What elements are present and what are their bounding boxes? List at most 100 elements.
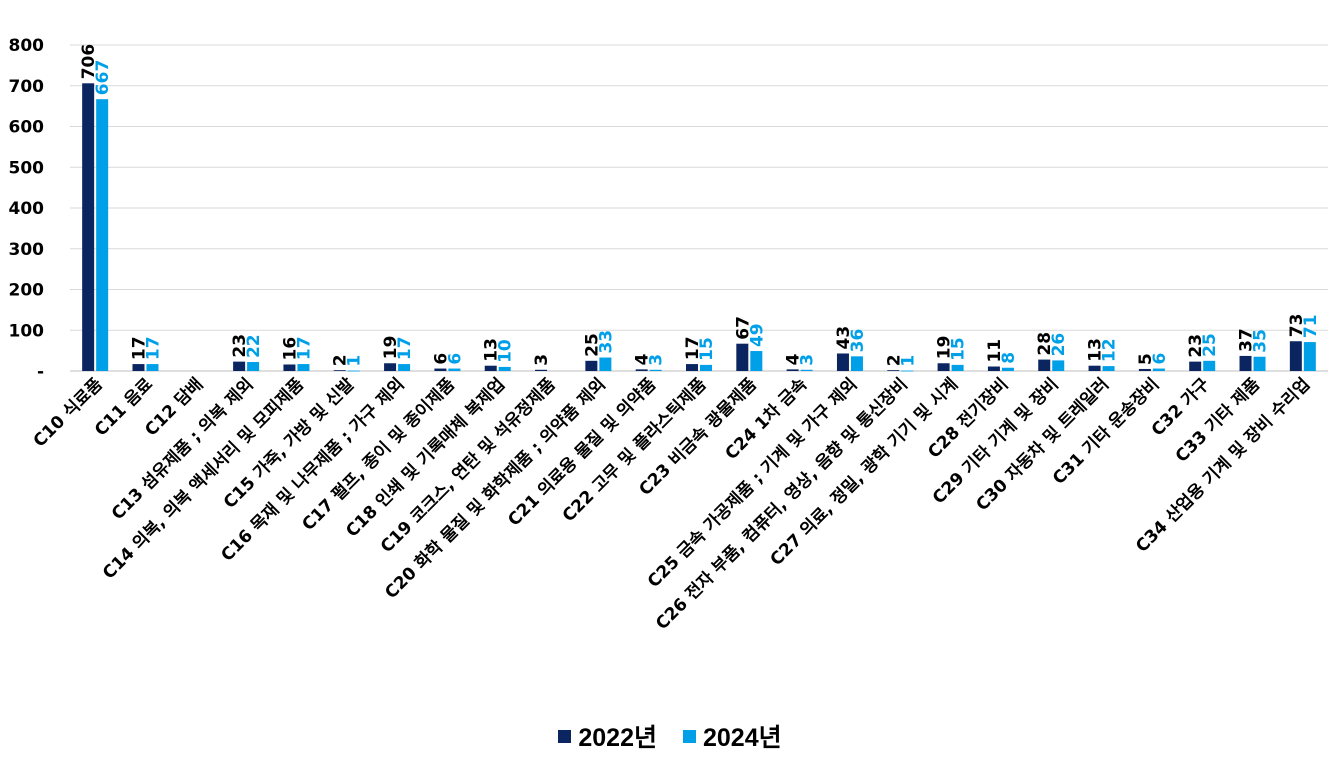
bar-2022년 xyxy=(535,369,548,371)
data-label: 19 xyxy=(935,336,955,360)
data-label: 23 xyxy=(230,334,250,358)
bar-2022년 xyxy=(484,365,497,371)
data-label: 36 xyxy=(848,329,868,353)
y-tick-label: 100 xyxy=(9,321,45,341)
data-label: 4 xyxy=(784,353,804,365)
data-label: 3 xyxy=(798,354,818,366)
data-label: 667 xyxy=(93,60,113,96)
data-label: 17 xyxy=(143,336,163,360)
data-label: 4 xyxy=(633,353,653,365)
y-tick-label: 400 xyxy=(9,199,45,219)
y-tick-label: 200 xyxy=(9,281,45,301)
data-label: 28 xyxy=(1035,332,1055,356)
bar-2022년 xyxy=(585,360,598,371)
bar-2022년 xyxy=(635,369,648,371)
y-tick-label: 300 xyxy=(9,240,45,260)
bars xyxy=(82,83,1316,372)
data-label: 13 xyxy=(1086,338,1106,362)
bar-2022년 xyxy=(1289,341,1302,371)
bar-2022년 xyxy=(82,83,95,372)
data-label: 19 xyxy=(381,336,401,360)
bar-2024년 xyxy=(599,357,612,371)
data-label: 15 xyxy=(949,337,969,361)
data-label: 17 xyxy=(395,336,415,360)
bar-2022년 xyxy=(1138,368,1151,371)
bar-2022년 xyxy=(786,369,799,371)
bar-2022년 xyxy=(333,370,346,371)
bar-2024년 xyxy=(800,369,813,371)
bar-2024년 xyxy=(247,362,260,371)
bar-2024년 xyxy=(750,351,763,371)
bar-2022년 xyxy=(836,353,849,371)
data-label: 6 xyxy=(431,353,451,365)
data-label: 73 xyxy=(1287,314,1307,338)
data-label: 67 xyxy=(733,316,753,340)
data-label: 35 xyxy=(1251,329,1271,353)
legend-swatch-2022 xyxy=(558,729,572,743)
x-category-label: C16 목재 및 나무제품 ; 가구 제외 xyxy=(217,374,408,565)
data-label: 17 xyxy=(129,336,149,360)
bar-2024년 xyxy=(398,364,411,371)
data-label: 23 xyxy=(1186,334,1206,358)
data-label: 26 xyxy=(1049,333,1069,357)
data-label: 6 xyxy=(445,353,465,365)
y-tick-label: - xyxy=(37,362,44,382)
data-label: 1 xyxy=(345,355,365,367)
data-label: 706 xyxy=(79,44,99,80)
data-label: 1 xyxy=(898,355,918,367)
data-label: 13 xyxy=(482,338,502,362)
data-label: 25 xyxy=(1200,333,1220,357)
bar-2024년 xyxy=(1152,368,1165,371)
data-label: 3 xyxy=(647,354,667,366)
data-label: 71 xyxy=(1301,314,1321,338)
bar-2022년 xyxy=(434,368,447,371)
bar-2022년 xyxy=(283,364,296,371)
data-label: 15 xyxy=(697,337,717,361)
bar-2024년 xyxy=(700,364,712,371)
data-label: 33 xyxy=(596,330,616,354)
data-label: 16 xyxy=(280,337,300,361)
data-label: 17 xyxy=(683,336,703,360)
data-label: 11 xyxy=(985,339,1005,363)
data-label: 12 xyxy=(1100,338,1120,362)
y-tick-label: 500 xyxy=(9,158,45,178)
x-category-label: C10 식료품 xyxy=(30,374,107,451)
bar-2024년 xyxy=(1303,342,1316,371)
bar-2024년 xyxy=(146,364,159,371)
data-label: 2 xyxy=(884,354,904,366)
bar-2024년 xyxy=(1203,360,1216,371)
data-label: 10 xyxy=(496,339,516,363)
bar-2022년 xyxy=(686,364,698,371)
data-label: 37 xyxy=(1237,328,1257,352)
bar-2024년 xyxy=(297,364,310,371)
y-tick-label: 800 xyxy=(9,36,45,56)
bar-2024년 xyxy=(901,370,914,372)
bar-2024년 xyxy=(649,369,662,371)
bar-2022년 xyxy=(1088,365,1101,371)
legend-item-2024: 2024년 xyxy=(683,718,782,754)
data-label: 3 xyxy=(532,354,552,366)
bar-2022년 xyxy=(987,366,1000,371)
data-label: 25 xyxy=(582,333,602,357)
legend-label-2024: 2024년 xyxy=(703,724,782,752)
data-label: 49 xyxy=(747,323,767,347)
bar-2024년 xyxy=(1102,366,1115,371)
data-label: 2 xyxy=(331,354,351,366)
bar-2022년 xyxy=(1189,361,1202,371)
data-label: 17 xyxy=(294,336,314,360)
bar-2024년 xyxy=(1001,367,1014,371)
bar-2024년 xyxy=(96,99,109,371)
bar-2022년 xyxy=(1239,355,1252,371)
bar-2022년 xyxy=(384,363,397,371)
data-label: 43 xyxy=(834,326,854,350)
bar-2022년 xyxy=(1038,359,1051,371)
legend-item-2022: 2022년 xyxy=(558,718,657,754)
data-label: 8 xyxy=(999,352,1019,364)
y-tick-label: 600 xyxy=(9,118,45,138)
bar-2022년 xyxy=(736,343,749,371)
data-label: 6 xyxy=(1150,353,1170,365)
data-label: 22 xyxy=(244,334,264,358)
bar-2022년 xyxy=(937,363,950,371)
